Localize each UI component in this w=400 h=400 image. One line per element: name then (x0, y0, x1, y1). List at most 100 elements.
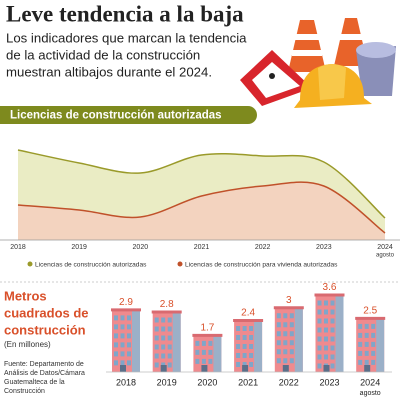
window (317, 345, 322, 351)
window (283, 331, 288, 337)
window (371, 323, 376, 329)
building-roof (192, 333, 223, 337)
x-tick-label: 2019 (71, 244, 87, 251)
x-tick-label: 2021 (194, 244, 210, 251)
legend-label: Licencias de construcción para vivienda … (185, 261, 338, 268)
window (195, 340, 200, 346)
window (161, 344, 166, 350)
window (120, 333, 125, 339)
series-line (17, 181, 386, 234)
window (249, 353, 254, 358)
window (114, 315, 118, 321)
window (283, 340, 288, 346)
x-tick-label: 2020 (197, 377, 217, 387)
x-tick-label: 2018 (10, 244, 26, 251)
window (242, 326, 247, 331)
window (324, 336, 328, 342)
window (289, 340, 294, 346)
window (276, 313, 281, 319)
door (201, 365, 208, 372)
window (364, 341, 369, 347)
building-side (172, 312, 181, 372)
window (167, 344, 172, 350)
building-side (294, 308, 303, 372)
building-roof (111, 308, 141, 312)
legend-swatch (27, 261, 33, 267)
window (154, 326, 159, 332)
x-tick-label: 2023 (316, 244, 332, 251)
window (283, 349, 288, 355)
window (154, 353, 159, 359)
window (364, 323, 369, 329)
door (242, 365, 249, 372)
series-line (17, 149, 386, 219)
window (236, 344, 241, 349)
subtitle: Los indicadores que marcan la tendencia (6, 30, 247, 45)
window (127, 351, 131, 357)
window (208, 340, 213, 346)
x-tick-label: 2018 (116, 377, 136, 387)
value-label: 2.4 (241, 308, 255, 319)
window (358, 359, 363, 365)
window (317, 309, 322, 315)
window (201, 349, 206, 355)
window (114, 360, 118, 366)
window (114, 351, 118, 357)
building (355, 316, 386, 372)
window (276, 340, 281, 346)
source: Análisis de Datos/Cámara (4, 370, 85, 377)
window (208, 349, 213, 355)
x-tick-label: 2023 (319, 377, 339, 387)
window (167, 362, 172, 368)
window (358, 332, 363, 338)
window (330, 336, 335, 342)
window (324, 345, 328, 351)
window (330, 327, 335, 333)
building-roof (151, 310, 182, 314)
building-side (335, 295, 344, 372)
window (364, 332, 369, 338)
window (114, 333, 118, 339)
window (242, 335, 247, 340)
window (120, 324, 125, 330)
building (192, 333, 223, 372)
building-side (213, 335, 222, 372)
window (120, 351, 125, 357)
window (201, 358, 206, 364)
window (114, 342, 118, 348)
window (236, 353, 241, 358)
x-tick-label: 2022 (255, 244, 271, 251)
section-title: Licencias de construcción autorizadas (10, 110, 222, 122)
bar-title: construcción (4, 322, 86, 337)
value-label: 2.9 (119, 297, 133, 308)
illustration (240, 18, 396, 108)
window (154, 344, 159, 350)
door (364, 365, 371, 372)
window (330, 309, 335, 315)
window (358, 341, 363, 347)
window (330, 318, 335, 324)
area-fill (18, 182, 385, 240)
window (317, 318, 322, 324)
window (283, 358, 288, 364)
window (195, 358, 200, 364)
source: Guatemalteca de la (4, 379, 65, 386)
window (371, 359, 376, 365)
window (208, 358, 213, 364)
door (282, 365, 289, 372)
window (161, 326, 166, 332)
building-roof (314, 293, 345, 297)
window (324, 300, 328, 306)
window (127, 315, 131, 321)
x-tick-label: 2020 (133, 244, 149, 251)
window (289, 358, 294, 364)
door (120, 365, 126, 372)
building-side (376, 318, 385, 372)
window (154, 335, 159, 341)
window (242, 353, 247, 358)
building-roof (273, 306, 304, 310)
window (289, 349, 294, 355)
building (233, 319, 264, 372)
window (120, 360, 125, 366)
value-label: 2.5 (363, 306, 377, 317)
